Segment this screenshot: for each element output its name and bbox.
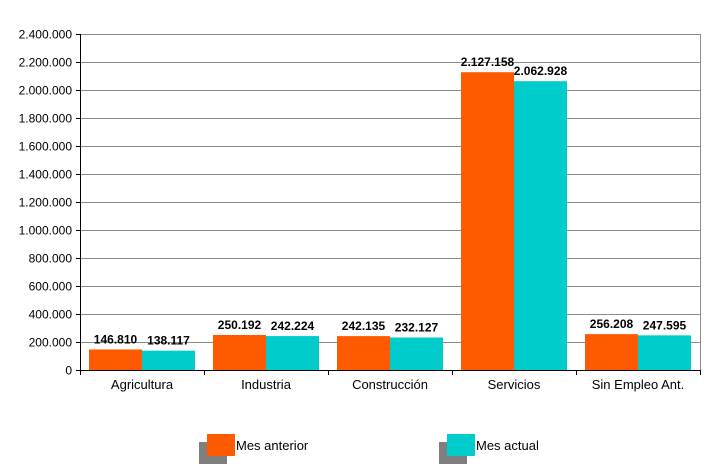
y-tick-label: 600.000	[29, 280, 73, 294]
bar	[266, 336, 319, 370]
x-category-label: Servicios	[488, 377, 541, 392]
data-label: 2.127.158	[461, 55, 515, 69]
x-category-label: Construcción	[352, 377, 428, 392]
data-label: 250.192	[218, 318, 262, 332]
bar	[142, 350, 195, 370]
data-label: 247.595	[643, 318, 687, 332]
y-tick-label: 1.200.000	[19, 196, 73, 210]
y-tick-label: 200.000	[29, 336, 73, 350]
y-axis-ticks: 0 200.000 400.000 600.000 800.000 1.000.000 1.…	[19, 28, 73, 378]
y-tick-label: 1.000.000	[19, 224, 73, 238]
y-tick-label: 1.400.000	[19, 168, 73, 182]
data-label: 242.135	[342, 319, 386, 333]
x-axis-category-labels: Agricultura Industria Construcción Servicio…	[111, 377, 684, 392]
x-category-label: Agricultura	[111, 377, 174, 392]
bar	[638, 335, 691, 370]
data-label: 138.117	[147, 334, 190, 348]
legend-swatch	[447, 434, 475, 456]
gridlines	[80, 34, 701, 370]
bars	[89, 72, 691, 371]
x-category-label: Sin Empleo Ant.	[592, 377, 685, 392]
bar	[390, 337, 443, 370]
y-tick-label: 1.800.000	[19, 112, 73, 126]
data-labels: 146.810 138.117 250.192 242.224 242.135 232.1…	[94, 55, 687, 347]
y-tick-label: 2.000.000	[19, 84, 73, 98]
y-tick-label: 0	[65, 364, 72, 378]
y-tick-label: 1.600.000	[19, 140, 73, 154]
bar	[213, 334, 266, 370]
y-tick-label: 2.400.000	[19, 28, 73, 42]
bar	[337, 336, 390, 370]
bar	[514, 81, 567, 371]
data-label: 242.224	[271, 319, 315, 333]
legend-label: Mes actual	[476, 438, 539, 453]
data-label: 2.062.928	[514, 64, 568, 78]
bar	[461, 72, 514, 371]
legend: Mes anterior Mes actual	[199, 434, 539, 464]
legend-label: Mes anterior	[236, 438, 309, 453]
x-category-label: Industria	[241, 377, 292, 392]
y-tick-label: 800.000	[29, 252, 73, 266]
data-label: 146.810	[94, 332, 138, 346]
bar	[585, 334, 638, 370]
legend-swatch	[207, 434, 235, 456]
data-label: 232.127	[395, 321, 439, 335]
axes	[76, 34, 701, 375]
y-tick-label: 2.200.000	[19, 56, 73, 70]
bar	[89, 349, 142, 370]
data-label: 256.208	[590, 317, 634, 331]
y-tick-label: 400.000	[29, 308, 73, 322]
